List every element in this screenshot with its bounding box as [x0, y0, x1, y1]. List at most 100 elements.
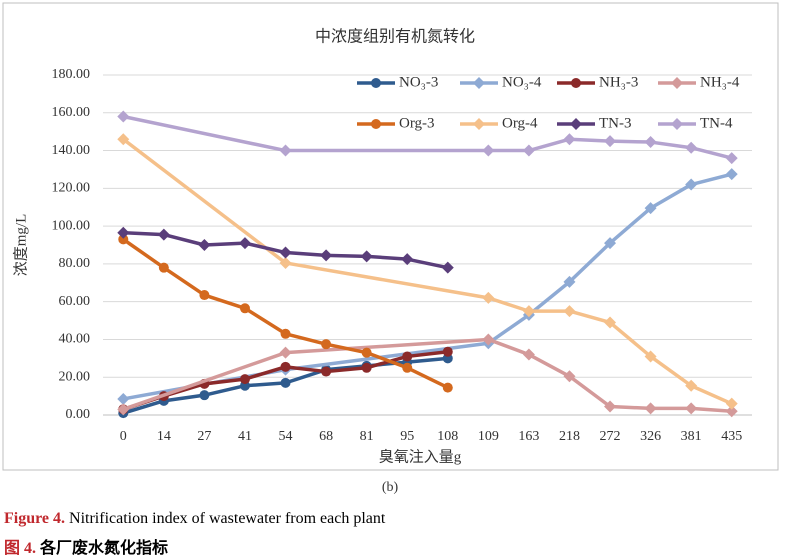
legend-label: TN-4 — [700, 115, 733, 131]
point — [441, 261, 454, 274]
legend-marker — [671, 77, 683, 89]
point — [279, 246, 292, 259]
point — [482, 291, 495, 304]
x-axis-label: 臭氧注入量g — [379, 448, 462, 465]
caption-zh: 图 4. 各厂废水氮化指标 — [4, 534, 168, 558]
point — [238, 237, 251, 250]
x-tick-label: 326 — [640, 429, 661, 444]
point — [321, 366, 332, 377]
x-tick-label: 27 — [197, 429, 211, 444]
point — [401, 253, 414, 266]
y-tick-label: 160.00 — [52, 105, 91, 120]
chart: 中浓度组别有机氮转化 臭氧注入量g 浓度mg/L (b) 0.00 20.00 40… — [2, 2, 779, 495]
point — [279, 144, 292, 157]
point — [685, 379, 698, 392]
point — [321, 339, 332, 350]
point — [117, 226, 130, 239]
point — [239, 374, 250, 385]
point — [644, 136, 657, 149]
caption-en: Figure 4. Nitrification index of wastewa… — [4, 510, 385, 528]
x-tick-label: 218 — [559, 429, 580, 444]
y-tick-label: 60.00 — [59, 294, 91, 309]
point — [279, 256, 292, 269]
legend-marker — [671, 118, 683, 130]
point — [604, 316, 617, 329]
caption-label: Figure 4. — [4, 510, 66, 527]
legend-marker — [473, 77, 485, 89]
point — [522, 144, 535, 157]
x-tick-label: 54 — [279, 429, 293, 444]
point — [563, 370, 576, 383]
x-tick-label: 435 — [721, 429, 742, 444]
point — [725, 397, 738, 410]
point — [280, 328, 291, 339]
point — [157, 228, 170, 241]
point — [522, 348, 535, 361]
point — [685, 178, 698, 191]
chart-border — [2, 2, 779, 471]
legend-label: NH₃-3 — [599, 74, 638, 90]
y-tick-label: 20.00 — [59, 369, 91, 384]
x-tick-label: 108 — [437, 429, 458, 444]
point — [117, 392, 130, 405]
point — [361, 362, 372, 373]
point — [239, 303, 250, 314]
y-tick-label: 100.00 — [52, 218, 91, 233]
y-axis-label: 浓度mg/L — [12, 214, 29, 277]
point — [320, 249, 333, 262]
point — [725, 168, 738, 181]
x-tick-label: 0 — [120, 429, 127, 444]
point — [685, 402, 698, 415]
legend-label: Org-4 — [502, 115, 538, 131]
point — [644, 350, 657, 363]
point — [604, 400, 617, 413]
point — [118, 234, 129, 245]
point — [482, 333, 495, 346]
point — [158, 262, 169, 273]
chart-title: 中浓度组别有机氮转化 — [315, 28, 475, 46]
x-tick-label: 95 — [400, 429, 414, 444]
legend-label: NH₃-4 — [700, 74, 740, 90]
point — [198, 239, 211, 251]
point — [522, 305, 535, 318]
point — [117, 133, 130, 146]
point — [604, 135, 617, 148]
caption-text: Nitrification index of wastewater from e… — [65, 510, 386, 527]
point — [402, 351, 413, 362]
point — [604, 237, 617, 250]
x-tick-label: 81 — [360, 429, 374, 444]
legend-marker — [571, 78, 581, 88]
point — [725, 405, 738, 418]
point — [725, 152, 738, 165]
legend-marker — [371, 119, 381, 129]
legend-label: NO₃-4 — [502, 74, 542, 90]
caption-label: 图 4. — [4, 540, 37, 557]
point — [199, 290, 210, 301]
point — [442, 382, 453, 393]
point — [280, 361, 291, 372]
x-tick-label: 272 — [600, 429, 621, 444]
point — [199, 390, 210, 401]
point — [644, 402, 657, 415]
point — [563, 305, 576, 318]
point — [563, 133, 576, 146]
subcaption: (b) — [382, 480, 399, 495]
x-tick-label: 163 — [518, 429, 539, 444]
x-tick-label: 381 — [681, 429, 702, 444]
y-tick-label: 40.00 — [59, 332, 91, 347]
point — [563, 275, 576, 288]
legend-marker — [371, 78, 381, 88]
legend-label: NO₃-3 — [399, 74, 438, 90]
legend-label: Org-3 — [399, 115, 435, 131]
x-tick-label: 68 — [319, 429, 333, 444]
legend-label: TN-3 — [599, 115, 632, 131]
point — [117, 110, 130, 123]
point — [117, 403, 130, 416]
point — [361, 347, 372, 358]
point — [280, 377, 291, 388]
x-tick-label: 41 — [238, 429, 252, 444]
point — [279, 346, 292, 359]
point — [644, 202, 657, 215]
y-tick-label: 140.00 — [52, 143, 91, 158]
y-tick-label: 0.00 — [66, 407, 91, 422]
